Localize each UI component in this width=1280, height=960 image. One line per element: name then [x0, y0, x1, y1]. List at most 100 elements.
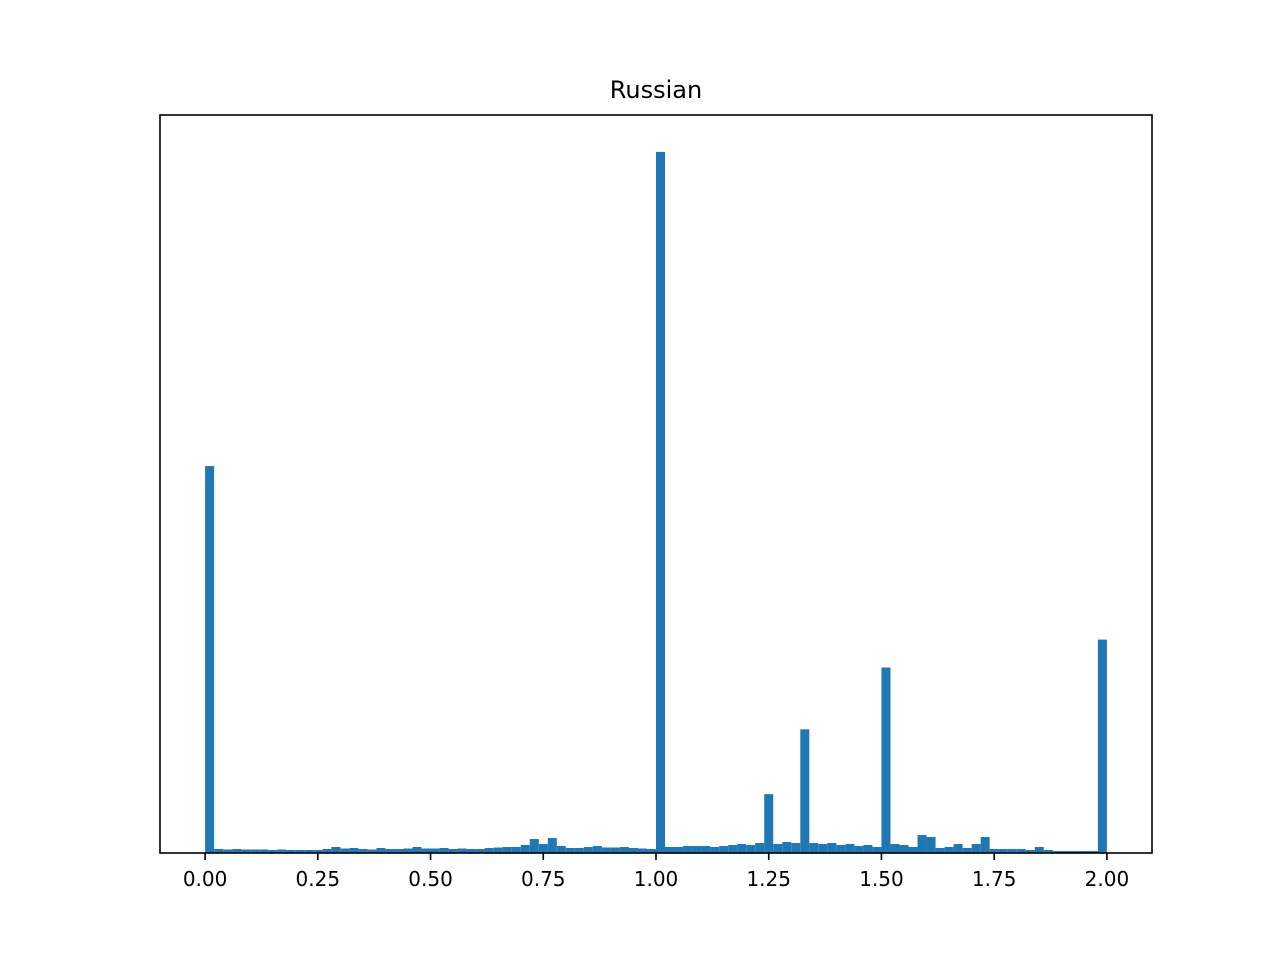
bar — [268, 850, 278, 853]
bar — [592, 846, 602, 853]
bar — [872, 847, 882, 853]
x-tick-label: 0.75 — [521, 867, 566, 891]
bar — [926, 837, 936, 853]
chart-title: Russian — [610, 76, 702, 104]
bar — [646, 849, 656, 853]
bar — [665, 847, 675, 853]
bar — [547, 838, 557, 853]
x-tick-label: 1.75 — [972, 867, 1017, 891]
x-tick-label: 1.25 — [746, 867, 791, 891]
bar — [340, 848, 350, 853]
bar — [800, 729, 810, 853]
bar — [520, 845, 530, 853]
bar — [484, 848, 494, 853]
bar — [1043, 850, 1053, 853]
bar — [493, 847, 503, 853]
bar — [818, 844, 828, 853]
bar — [989, 849, 999, 853]
bar — [692, 846, 702, 853]
bar — [556, 846, 566, 853]
bar — [1016, 849, 1026, 853]
bar — [917, 835, 927, 853]
bar — [953, 844, 963, 853]
bar — [223, 849, 233, 853]
bar — [1052, 851, 1062, 853]
bar — [1025, 850, 1035, 853]
bar — [421, 848, 431, 853]
bar — [908, 847, 918, 853]
bar — [376, 848, 386, 853]
bar — [214, 849, 224, 853]
bar — [890, 844, 900, 853]
bar — [1088, 851, 1098, 853]
bar — [241, 849, 251, 853]
bar — [232, 849, 242, 853]
bar — [250, 849, 260, 853]
x-tick-label: 0.00 — [183, 867, 228, 891]
bar — [457, 848, 467, 853]
bar — [502, 847, 512, 853]
bar — [836, 845, 846, 853]
bar — [728, 845, 738, 853]
bar — [583, 847, 593, 853]
bar — [538, 844, 548, 853]
bar — [944, 847, 954, 853]
bar — [358, 849, 368, 853]
bar — [881, 667, 891, 853]
bar — [809, 843, 819, 853]
bar — [529, 839, 539, 853]
bar — [295, 850, 305, 853]
bar — [412, 847, 422, 853]
bar — [845, 844, 855, 853]
bar — [656, 151, 666, 853]
bar — [719, 846, 729, 853]
bar — [565, 848, 575, 853]
bar — [782, 842, 792, 853]
x-tick-label: 0.50 — [408, 867, 453, 891]
bar — [385, 849, 395, 853]
bar — [466, 849, 476, 853]
bar — [628, 848, 638, 853]
bar — [367, 849, 377, 853]
bar — [619, 847, 629, 853]
bar — [755, 843, 765, 853]
bar — [1007, 849, 1017, 853]
bar — [313, 850, 323, 853]
bar — [710, 847, 720, 853]
bar — [980, 837, 990, 853]
bar — [277, 849, 287, 853]
bar — [259, 849, 269, 853]
bar — [746, 845, 756, 853]
bar — [430, 848, 440, 853]
bar — [637, 848, 647, 853]
bar — [304, 850, 314, 853]
bar — [962, 848, 972, 853]
bar — [683, 846, 693, 853]
bar — [1079, 851, 1089, 853]
bar — [439, 848, 449, 853]
bar — [1070, 851, 1080, 853]
bar — [475, 849, 485, 853]
bar — [1097, 639, 1107, 853]
bar — [610, 847, 620, 853]
bar — [701, 846, 711, 853]
bar — [764, 794, 774, 853]
bar — [286, 850, 296, 853]
bar — [854, 846, 864, 853]
bar — [791, 843, 801, 853]
bar — [899, 845, 909, 853]
bar — [601, 847, 611, 853]
bar — [1061, 851, 1071, 853]
bar — [331, 847, 341, 853]
x-tick-label: 0.25 — [296, 867, 341, 891]
bar — [1034, 847, 1044, 853]
x-tick-label: 2.00 — [1085, 867, 1130, 891]
bar — [674, 847, 684, 853]
bar — [935, 848, 945, 853]
bar — [773, 844, 783, 853]
bar — [349, 848, 359, 853]
bar — [205, 466, 215, 853]
bar — [448, 849, 458, 853]
